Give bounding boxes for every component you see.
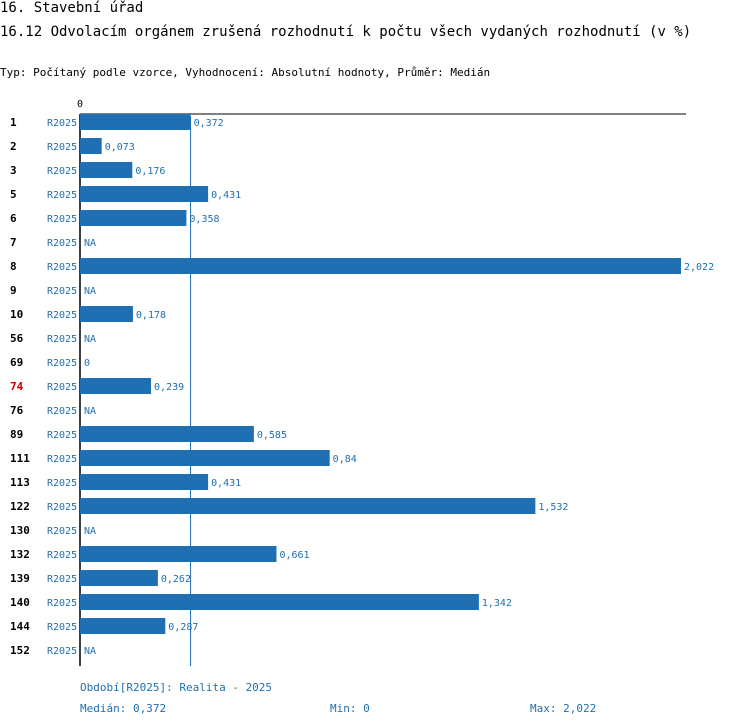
value-label: NA [84,646,96,657]
bar [80,474,209,490]
series-label: R2025 [47,190,77,201]
bar [80,570,158,586]
category-label: 113 [10,476,30,489]
category-label: 1 [10,116,17,129]
series-label: R2025 [47,454,77,465]
value-label: 0,372 [194,118,224,129]
value-label: 0,84 [333,454,357,465]
bar [80,138,102,154]
value-label: 0,262 [161,574,191,585]
bar [80,210,187,226]
series-label: R2025 [47,502,77,513]
category-label: 7 [10,236,17,249]
series-label: R2025 [47,262,77,273]
series-label: R2025 [47,382,77,393]
series-label: R2025 [47,550,77,561]
series-label: R2025 [47,598,77,609]
category-label: 2 [10,140,17,153]
series-label: R2025 [47,166,77,177]
chart-title: 16.12 Odvolacím orgánem zrušená rozhodnu… [0,24,692,40]
series-label: R2025 [47,574,77,585]
category-label: 152 [10,644,30,657]
series-label: R2025 [47,310,77,321]
series-label: R2025 [47,430,77,441]
category-label: 76 [10,404,24,417]
value-label: NA [84,526,96,537]
category-label: 69 [10,356,23,369]
category-label: 89 [10,428,23,441]
value-label: 0,431 [211,478,241,489]
bar [80,162,133,178]
value-label: 0,431 [211,190,241,201]
category-label: 144 [10,620,30,633]
bar [80,426,254,442]
value-label: NA [84,238,96,249]
category-label: 130 [10,524,30,537]
category-label: 132 [10,548,30,561]
category-label: 10 [10,308,23,321]
category-label: 139 [10,572,30,585]
series-label: R2025 [47,334,77,345]
bar [80,498,536,514]
footer-median: Medián: 0,372 [80,702,167,715]
series-label: R2025 [47,526,77,537]
series-label: R2025 [47,478,77,489]
chart-meta: Typ: Počítaný podle vzorce, Vyhodnocení:… [0,66,491,79]
series-label: R2025 [47,286,77,297]
value-label: 0,176 [135,166,165,177]
bar [80,186,209,202]
bar [80,114,191,130]
value-label: 0,073 [105,142,135,153]
category-label: 3 [10,164,17,177]
section-title: 16. Stavební úřad [0,0,144,16]
value-label: 0,287 [168,622,198,633]
category-label: 140 [10,596,30,609]
series-label: R2025 [47,214,77,225]
value-label: 2,022 [684,262,714,273]
value-label: 0,585 [257,430,287,441]
series-label: R2025 [47,646,77,657]
value-label: 0,178 [136,310,166,321]
value-label: NA [84,286,96,297]
bar [80,258,681,274]
category-label: 122 [10,500,30,513]
bar [80,378,152,394]
footer-min: Min: 0 [330,702,370,715]
category-label: 9 [10,284,17,297]
series-label: R2025 [47,118,77,129]
bar [80,306,133,322]
footer-period: Období[R2025]: Realita - 2025 [80,681,273,694]
category-label: 111 [10,452,30,465]
value-label: 0,239 [154,382,184,393]
bar [80,594,479,610]
x-axis-zero-label: 0 [77,99,83,110]
series-label: R2025 [47,238,77,249]
bar [80,618,166,634]
category-label: 74 [10,380,24,393]
value-label: 0,358 [189,214,219,225]
category-label: 56 [10,332,24,345]
value-label: NA [84,334,96,345]
series-label: R2025 [47,358,77,369]
category-label: 6 [10,212,17,225]
series-label: R2025 [47,142,77,153]
series-label: R2025 [47,622,77,633]
value-label: 0,661 [279,550,309,561]
footer-max: Max: 2,022 [530,702,597,715]
value-label: 0 [84,358,90,369]
bar [80,450,330,466]
value-label: NA [84,406,96,417]
category-label: 5 [10,188,17,201]
value-label: 1,532 [538,502,568,513]
series-label: R2025 [47,406,77,417]
value-label: 1,342 [482,598,512,609]
category-label: 8 [10,260,17,273]
bar [80,546,277,562]
